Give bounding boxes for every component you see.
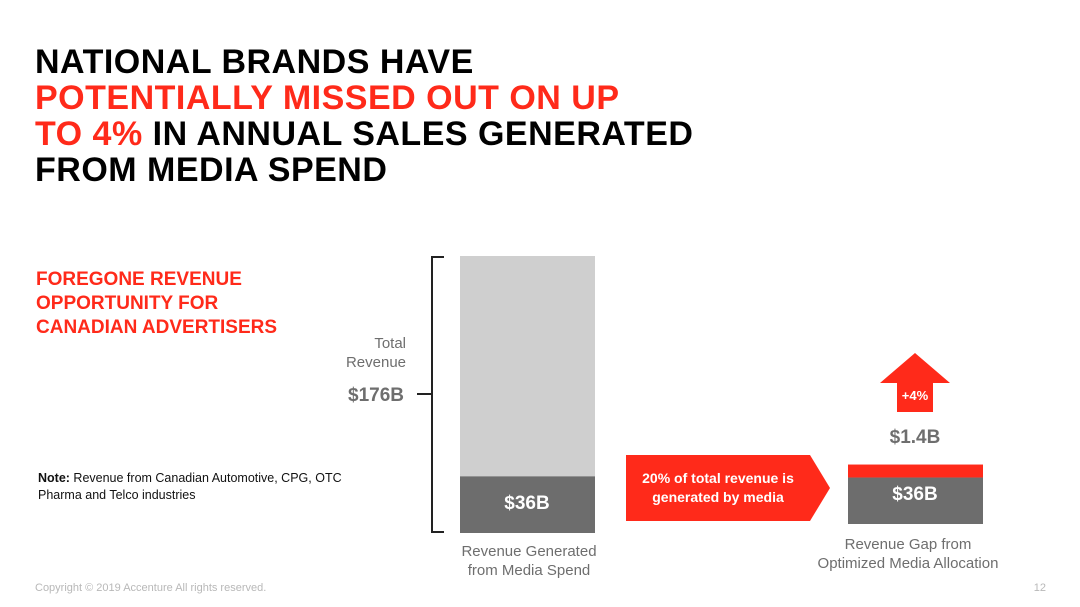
page-number: 12 (1033, 582, 1046, 594)
title-line-2: POTENTIALLY MISSED OUT ON UP (35, 79, 620, 117)
uplift-arrow-shape (880, 353, 950, 412)
title-line-3-rest: IN ANNUAL SALES GENERATED (142, 115, 694, 153)
bar2-base-label: $36B (892, 484, 937, 505)
total-revenue-label-2: Revenue (346, 354, 406, 371)
footnote: Note: Revenue from Canadian Automotive, … (38, 470, 358, 504)
subtitle-line-1: FOREGONE REVENUE (36, 269, 242, 290)
callout-line-2: generated by media (652, 489, 784, 505)
total-revenue-value: $176B (348, 385, 404, 406)
bar1-media-label: $36B (504, 493, 549, 514)
subtitle-line-3: CANADIAN ADVERTISERS (36, 317, 278, 338)
page-title: NATIONAL BRANDS HAVE POTENTIALLY MISSED … (35, 44, 693, 188)
title-line-3-highlight: TO 4% (35, 115, 143, 153)
footnote-text: Revenue from Canadian Automotive, CPG, O… (38, 471, 342, 502)
footnote-label: Note: (38, 471, 70, 485)
bar1-remaining-segment (460, 256, 595, 477)
title-line-1: NATIONAL BRANDS HAVE (35, 43, 474, 81)
total-revenue-label-1: Total (374, 335, 406, 352)
bar1-category-line-1: Revenue Generated (461, 543, 596, 560)
bar2-base-segment (848, 477, 983, 524)
bar1-media-segment (460, 476, 595, 533)
bar2-category-line-2: Optimized Media Allocation (818, 555, 999, 572)
bar2-gap-segment (848, 464, 983, 478)
copyright-footer: Copyright © 2019 Accenture All rights re… (35, 582, 267, 594)
callout-line-1: 20% of total revenue is (642, 470, 794, 486)
total-revenue-brace (417, 256, 444, 533)
bar2-gap-label: $1.4B (890, 427, 941, 448)
title-line-4: FROM MEDIA SPEND (35, 151, 388, 189)
bar1-category-line-2: from Media Spend (468, 562, 591, 579)
bar2-category-line-1: Revenue Gap from (845, 536, 972, 553)
callout-arrow-shape (626, 455, 830, 521)
subtitle-line-2: OPPORTUNITY FOR (36, 293, 219, 314)
section-subtitle: FOREGONE REVENUE OPPORTUNITY FOR CANADIA… (36, 268, 277, 340)
uplift-label: +4% (902, 388, 929, 403)
